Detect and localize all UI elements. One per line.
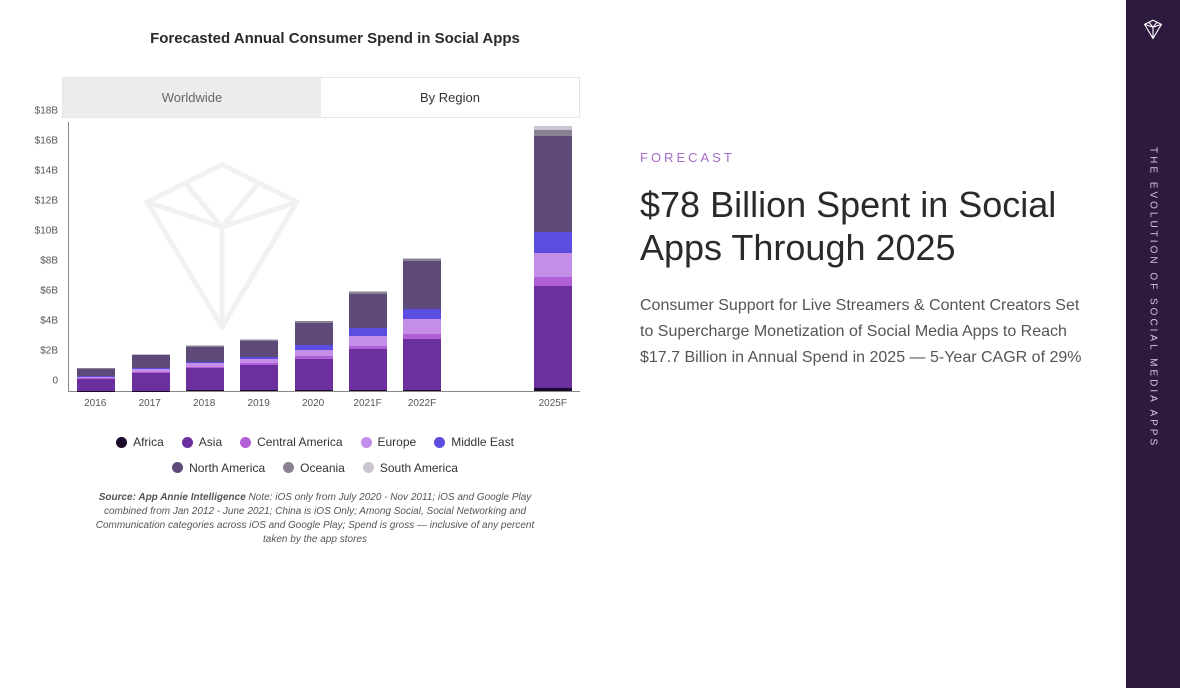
bar-segment — [186, 390, 224, 391]
bar-segment — [534, 388, 572, 391]
bar-2025F — [526, 126, 580, 392]
legend-item: North America — [172, 456, 265, 480]
x-tick-label: 2020 — [286, 392, 340, 412]
legend-label: Middle East — [451, 430, 514, 454]
y-tick-label: $6B — [40, 286, 58, 297]
bar-segment — [132, 355, 170, 368]
x-tick-label: 2022F — [395, 392, 449, 412]
bar-2016 — [69, 368, 123, 391]
right-sidebar: THE EVOLUTION OF SOCIAL MEDIA APPS — [1126, 0, 1180, 688]
y-tick-label: $8B — [40, 256, 58, 267]
chart-tabs: Worldwide By Region — [62, 77, 580, 118]
source-note: Source: App Annie Intelligence Note: iOS… — [50, 491, 580, 547]
bar-segment — [403, 390, 441, 392]
legend-item: Africa — [116, 430, 164, 454]
legend-swatch — [172, 462, 183, 473]
legend-swatch — [361, 437, 372, 448]
bar-segment — [534, 286, 572, 388]
bar-segment — [403, 319, 441, 334]
sidebar-title: THE EVOLUTION OF SOCIAL MEDIA APPS — [1148, 147, 1159, 448]
bar-segment — [77, 379, 115, 391]
bar-segment — [349, 328, 387, 336]
bar-segment — [295, 323, 333, 346]
source-label: Source: App Annie Intelligence — [99, 492, 246, 503]
bar-2020 — [286, 321, 340, 391]
legend-label: Europe — [378, 430, 417, 454]
legend-item: Oceania — [283, 456, 345, 480]
legend-item: Europe — [361, 430, 417, 454]
legend-swatch — [182, 437, 193, 448]
legend-label: Oceania — [300, 456, 345, 480]
x-tick-label: 2025F — [526, 392, 580, 412]
bar-segment — [132, 373, 170, 391]
legend-label: Central America — [257, 430, 342, 454]
y-tick-label: $16B — [35, 136, 58, 147]
bar-segment — [349, 294, 387, 329]
legend-item: Central America — [240, 430, 342, 454]
tab-worldwide[interactable]: Worldwide — [63, 78, 321, 117]
bar-2022F — [395, 258, 449, 392]
y-tick-label: $14B — [35, 166, 58, 177]
y-axis: 0$2B$4B$6B$8B$10B$12B$14B$16B$18B — [22, 122, 62, 392]
bar-segment — [349, 349, 387, 390]
legend-item: Asia — [182, 430, 222, 454]
bar-segment — [295, 359, 333, 391]
x-tick-label: 2018 — [177, 392, 231, 412]
chart-title: Forecasted Annual Consumer Spend in Soci… — [90, 30, 580, 47]
bar-segment — [295, 350, 333, 357]
bar-segment — [534, 232, 572, 253]
stacked-bar-chart: 0$2B$4B$6B$8B$10B$12B$14B$16B$18B 201620… — [62, 122, 580, 412]
legend-swatch — [283, 462, 294, 473]
eyebrow-label: FORECAST — [640, 150, 1086, 165]
bar-segment — [349, 390, 387, 391]
legend-label: Africa — [133, 430, 164, 454]
legend-label: Asia — [199, 430, 222, 454]
bar-segment — [534, 136, 572, 232]
bar-segment — [349, 336, 387, 347]
bar-segment — [403, 309, 441, 320]
x-tick-label: 2017 — [122, 392, 176, 412]
legend-swatch — [363, 462, 374, 473]
bar-segment — [403, 339, 441, 390]
bar-2017 — [123, 354, 177, 391]
chart-legend: Africa Asia Central America Europe Middle Ea… — [50, 430, 580, 481]
tab-by-region[interactable]: By Region — [321, 78, 579, 117]
x-tick-label: 2019 — [231, 392, 285, 412]
bar-segment — [403, 261, 441, 308]
legend-label: South America — [380, 456, 458, 480]
x-axis: 201620172018201920202021F2022F 2025F — [68, 392, 580, 412]
sub-headline: Consumer Support for Live Streamers & Co… — [640, 293, 1086, 370]
x-tick-label: 2021F — [340, 392, 394, 412]
legend-item: Middle East — [434, 430, 514, 454]
bar-segment — [240, 365, 278, 391]
bar-2018 — [178, 345, 232, 391]
y-tick-label: 0 — [52, 376, 58, 387]
bar-segment — [240, 341, 278, 358]
legend-label: North America — [189, 456, 265, 480]
bar-segment — [534, 277, 572, 286]
y-tick-label: $2B — [40, 346, 58, 357]
legend-item: South America — [363, 456, 458, 480]
y-tick-label: $18B — [35, 106, 58, 117]
y-tick-label: $4B — [40, 316, 58, 327]
bar-2019 — [232, 339, 286, 391]
brand-diamond-icon — [1139, 18, 1167, 47]
legend-swatch — [434, 437, 445, 448]
y-tick-label: $10B — [35, 226, 58, 237]
legend-swatch — [240, 437, 251, 448]
headline: $78 Billion Spent in Social Apps Through… — [640, 183, 1086, 269]
bar-segment — [534, 253, 572, 277]
bar-segment — [240, 390, 278, 391]
y-tick-label: $12B — [35, 196, 58, 207]
x-tick-label: 2016 — [68, 392, 122, 412]
bar-segment — [186, 368, 224, 391]
bar-segment — [186, 347, 224, 362]
plot-area — [68, 122, 580, 392]
legend-swatch — [116, 437, 127, 448]
bar-segment — [295, 390, 333, 391]
bar-segment — [77, 369, 115, 377]
bar-2021F — [341, 291, 395, 391]
